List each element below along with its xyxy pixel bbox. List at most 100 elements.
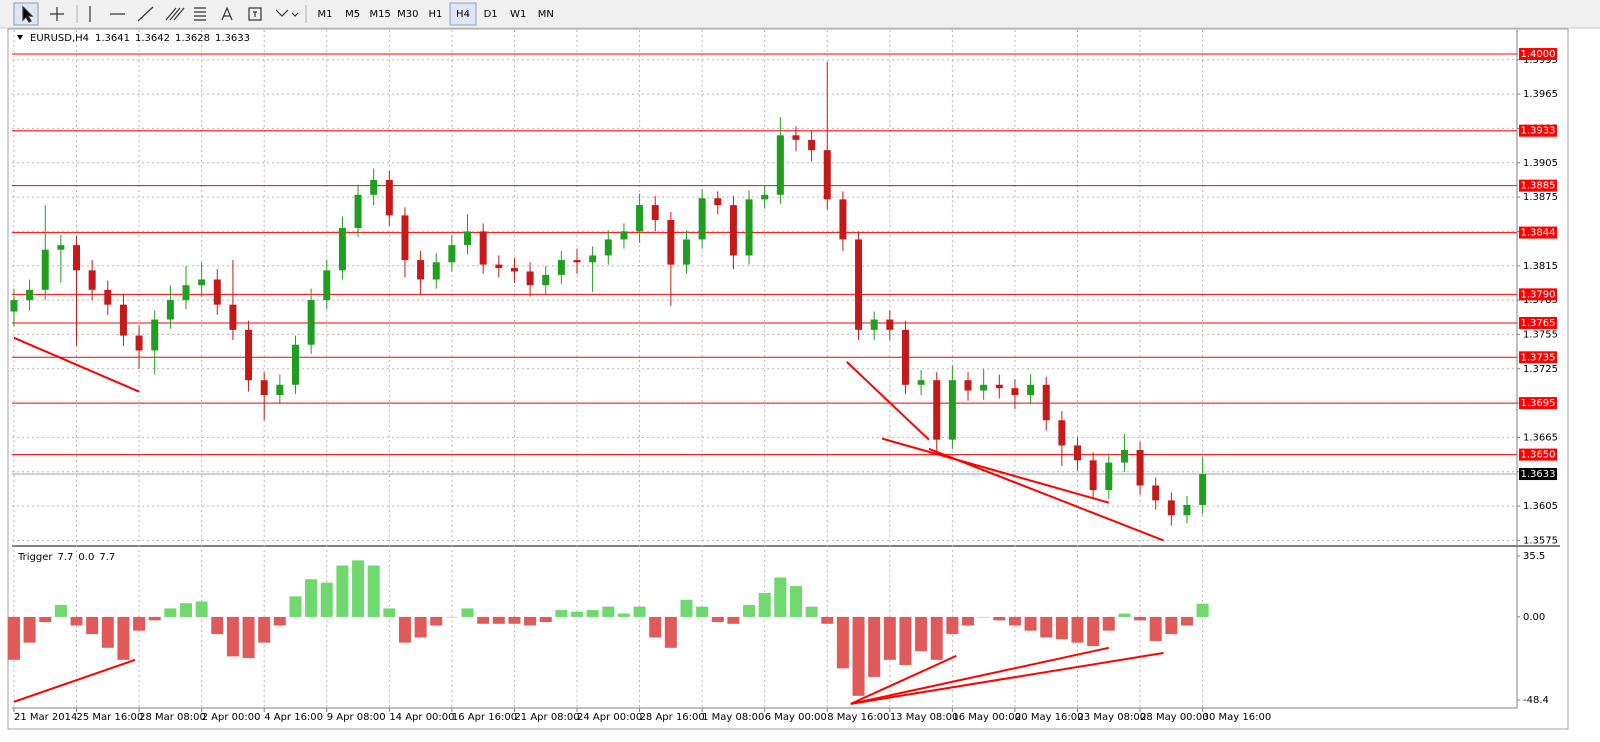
histogram-bar (1008, 616, 1021, 626)
indicator-name: Trigger (17, 552, 53, 563)
histogram-bar (1102, 616, 1115, 631)
y-tick-label: 1.3605 (1523, 501, 1558, 512)
histogram-bar (117, 616, 130, 660)
level-label: 1.3885 (1521, 181, 1556, 192)
histogram-bar (868, 616, 881, 677)
y-tick-label: 1.3905 (1523, 158, 1558, 169)
candle-body (589, 255, 597, 263)
histogram-bar (320, 582, 333, 617)
candle-body (448, 245, 456, 263)
text-icon[interactable] (221, 6, 233, 21)
candle-body (26, 289, 34, 301)
crosshair-icon[interactable] (50, 7, 64, 21)
timeframe-button[interactable]: D1 (484, 9, 498, 20)
indicator-value: 7.7 (99, 552, 115, 563)
candle-body (338, 227, 346, 271)
timeframe-button[interactable]: M5 (345, 9, 360, 20)
histogram-bar (555, 610, 568, 617)
histogram-bar (883, 616, 896, 660)
histogram-bar (258, 616, 271, 643)
x-tick-label: 28 Apr 16:00 (640, 712, 705, 723)
y-tick-label: -48.4 (1523, 695, 1549, 706)
header-arrow (17, 35, 23, 40)
histogram-bar (352, 560, 365, 617)
candle-body (245, 329, 253, 381)
histogram-bar (211, 616, 224, 635)
histogram-bar (617, 613, 630, 617)
candle-body (307, 300, 315, 345)
candle-body (729, 205, 737, 256)
channel-icon[interactable] (165, 7, 185, 21)
trendline-icon[interactable] (137, 6, 154, 22)
level-label-bg (1519, 351, 1557, 364)
candle-body (886, 319, 894, 330)
histogram-bar (852, 616, 865, 696)
candle-body (432, 262, 440, 280)
x-tick-label: 21 Mar 2014 (14, 712, 77, 723)
histogram-bar (430, 616, 443, 626)
candle-body (933, 380, 941, 440)
histogram-bar (836, 616, 849, 669)
candle-body (1042, 384, 1050, 421)
histogram-bar (367, 565, 380, 617)
timeframe-button[interactable]: M15 (370, 9, 391, 20)
histogram-bar (696, 606, 709, 617)
timeframe-bar: M1 M5 M15 M30 H1 H4 D1 W1 MN (318, 2, 554, 26)
candle-body (88, 270, 96, 290)
candle-body (57, 245, 65, 250)
level-label-bg (1519, 316, 1557, 329)
trendline (13, 336, 140, 393)
level-label-bg (1519, 448, 1557, 461)
timeframe-button[interactable]: H1 (428, 9, 442, 20)
timeframe-button[interactable]: W1 (510, 9, 526, 20)
x-tick-label: 2 Apr 00:00 (202, 712, 261, 723)
candle-body (323, 270, 331, 301)
candle-body (354, 194, 362, 228)
candle-body (526, 271, 534, 286)
trendline (881, 437, 1110, 504)
timeframe-button[interactable]: H4 (456, 9, 470, 20)
histogram-bar (680, 599, 693, 617)
candle-body (495, 264, 503, 269)
candle-body (104, 289, 112, 305)
x-tick-label: 21 Apr 08:00 (514, 712, 579, 723)
histogram-bar (993, 616, 1006, 621)
header-value: 1.3633 (215, 33, 250, 44)
level-label: 1.4000 (1521, 49, 1556, 60)
candle-body (776, 135, 784, 195)
histogram-bar (70, 616, 83, 626)
candle-body (870, 319, 878, 330)
candle-body (41, 249, 49, 290)
histogram-bar (398, 616, 411, 643)
histogram-bar (101, 616, 114, 648)
candle-body (948, 380, 956, 440)
candle-body (1089, 460, 1097, 491)
timeframe-button[interactable]: M30 (397, 9, 418, 20)
x-tick-label: 28 May 00:00 (1140, 712, 1209, 723)
candle-body (1183, 504, 1191, 516)
candle-body (385, 179, 393, 216)
chart-frame (7, 28, 1569, 730)
histogram-bar (414, 616, 427, 638)
trendline (850, 654, 957, 705)
histogram-bar (1196, 603, 1209, 617)
candle-body (980, 384, 988, 391)
timeframe-button[interactable]: M1 (318, 9, 333, 20)
x-tick-label: 20 May 16:00 (1015, 712, 1084, 723)
candle-body (464, 231, 472, 246)
trendline (846, 361, 930, 441)
fibonacci-icon[interactable] (194, 7, 206, 21)
timeframe-button[interactable]: MN (538, 9, 554, 20)
histogram-bar (1149, 616, 1162, 641)
x-tick-label: 14 Apr 00:00 (389, 712, 454, 723)
cursor-icon (22, 5, 34, 23)
candle-body (479, 231, 487, 265)
histogram-bar (23, 616, 36, 643)
histogram-bar (946, 616, 959, 635)
active-timeframe (449, 2, 477, 26)
label-icon[interactable] (248, 7, 262, 21)
histogram-bar (305, 579, 318, 617)
candle-body (510, 268, 518, 272)
arrows-icon[interactable] (275, 9, 299, 17)
